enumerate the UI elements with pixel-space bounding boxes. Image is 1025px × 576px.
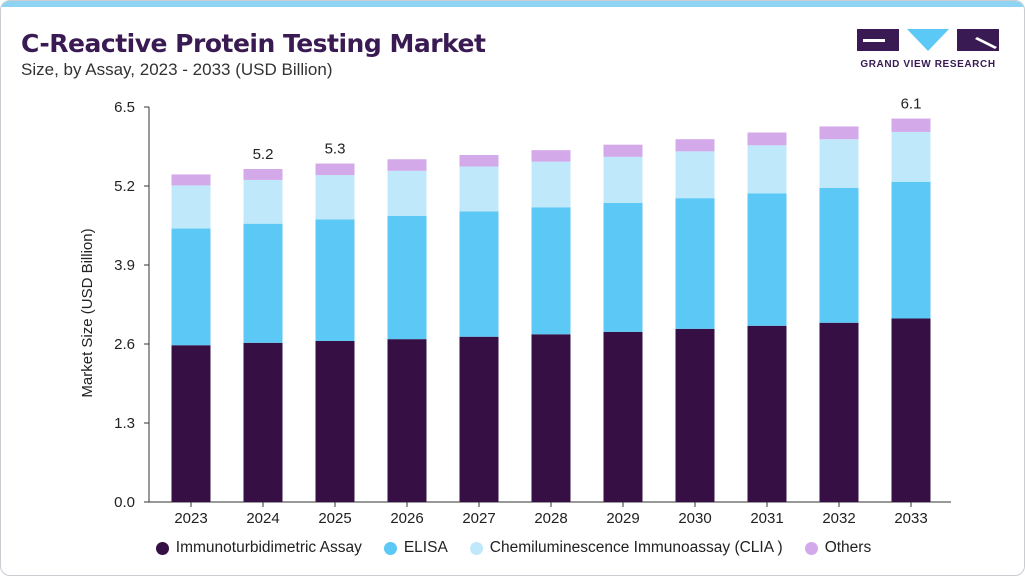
data-label: 5.2: [253, 146, 274, 163]
legend-label: Immunoturbidimetric Assay: [175, 539, 362, 556]
bar-segment-elisa: [531, 207, 571, 335]
bar-segment-elisa: [315, 219, 355, 341]
bar-segment-immunoturbidimetric-assay: [171, 345, 211, 502]
x-tick-label: 2029: [606, 510, 639, 527]
x-tick-label: 2026: [390, 510, 423, 527]
legend-label: Chemiluminescence Immunoassay (CLIA ): [489, 539, 783, 556]
bar-segment-chemiluminescence-immunoassay-clia: [243, 179, 283, 224]
bar-segment-elisa: [171, 228, 211, 346]
bar-segment-others: [675, 139, 715, 152]
legend-swatch: [804, 541, 818, 555]
legend-item: Others: [804, 539, 872, 557]
bar-segment-immunoturbidimetric-assay: [531, 334, 571, 502]
bar-segment-immunoturbidimetric-assay: [819, 322, 859, 502]
bar-segment-others: [459, 155, 499, 167]
legend: Immunoturbidimetric Assay ELISA Chemilumin…: [1, 539, 1024, 557]
bar-segment-chemiluminescence-immunoassay-clia: [675, 151, 715, 199]
bar-segment-chemiluminescence-immunoassay-clia: [603, 156, 643, 204]
y-tick-label: 3.9: [114, 257, 135, 274]
bar-segment-others: [603, 144, 643, 157]
x-tick-label: 2028: [534, 510, 567, 527]
bar-segment-elisa: [891, 181, 931, 319]
y-tick-label: 5.2: [114, 178, 135, 195]
bar-segment-others: [243, 168, 283, 180]
y-tick-label: 0.0: [114, 494, 135, 511]
gvr-logo-icon: [857, 29, 999, 51]
bar-segment-others: [891, 118, 931, 132]
logo-text: GRAND VIEW RESEARCH: [860, 59, 996, 70]
bar-segment-immunoturbidimetric-assay: [891, 318, 931, 502]
bar-segment-chemiluminescence-immunoassay-clia: [387, 170, 427, 216]
bar-segment-immunoturbidimetric-assay: [675, 328, 715, 502]
bar-segment-elisa: [459, 211, 499, 337]
x-tick-label: 2031: [750, 510, 783, 527]
legend-swatch: [383, 541, 397, 555]
legend-item: Chemiluminescence Immunoassay (CLIA ): [469, 539, 783, 557]
bar-segment-immunoturbidimetric-assay: [243, 342, 283, 502]
bar-segment-elisa: [243, 223, 283, 343]
chart-subtitle: Size, by Assay, 2023 - 2033 (USD Billion…: [21, 60, 333, 79]
bar-segment-others: [171, 174, 211, 186]
bar-segment-others: [819, 126, 859, 140]
legend-label: ELISA: [403, 539, 448, 556]
bar-segment-elisa: [675, 198, 715, 329]
bar-segment-chemiluminescence-immunoassay-clia: [819, 139, 859, 188]
bar-segment-chemiluminescence-immunoassay-clia: [315, 175, 355, 220]
x-tick-label: 2030: [678, 510, 711, 527]
data-label: 6.1: [901, 96, 922, 113]
chart-title: C-Reactive Protein Testing Market: [21, 29, 486, 58]
x-tick-label: 2023: [174, 510, 207, 527]
bar-segment-chemiluminescence-immunoassay-clia: [891, 131, 931, 182]
bar-segment-immunoturbidimetric-assay: [387, 339, 427, 502]
y-tick-label: 2.6: [114, 336, 135, 353]
labels-group: 5.2 5.3 6.1: [253, 96, 922, 163]
bar-segment-elisa: [387, 215, 427, 340]
bar-segment-others: [315, 163, 355, 176]
y-tick-label: 6.5: [114, 99, 135, 116]
bar-segment-immunoturbidimetric-assay: [747, 325, 787, 502]
legend-item: Immunoturbidimetric Assay: [155, 539, 362, 557]
bar-segment-elisa: [819, 187, 859, 323]
x-tick-label: 2033: [894, 510, 927, 527]
legend-label: Others: [824, 539, 872, 556]
x-tick-label: 2032: [822, 510, 855, 527]
bar-segment-others: [747, 132, 787, 146]
bar-segment-elisa: [603, 203, 643, 332]
bar-segment-immunoturbidimetric-assay: [315, 340, 355, 502]
legend-item: ELISA: [383, 539, 448, 557]
bar-segment-others: [531, 150, 571, 162]
y-axis-label: Market Size (USD Billion): [79, 228, 96, 397]
bars-group: [171, 118, 931, 502]
bar-segment-elisa: [747, 193, 787, 326]
legend-swatch: [469, 541, 483, 555]
bar-segment-immunoturbidimetric-assay: [459, 336, 499, 502]
data-label: 5.3: [325, 141, 346, 158]
bar-segment-immunoturbidimetric-assay: [603, 331, 643, 502]
y-tick-label: 1.3: [114, 415, 135, 432]
bar-segment-chemiluminescence-immunoassay-clia: [747, 145, 787, 194]
top-accent-bar: [1, 1, 1024, 7]
x-tick-label: 2027: [462, 510, 495, 527]
bar-segment-chemiluminescence-immunoassay-clia: [459, 166, 499, 212]
x-tick-label: 2024: [246, 510, 279, 527]
bar-segment-others: [387, 159, 427, 171]
legend-swatch: [155, 541, 169, 555]
x-tick-label: 2025: [318, 510, 351, 527]
bar-segment-chemiluminescence-immunoassay-clia: [531, 161, 571, 208]
bar-segment-chemiluminescence-immunoassay-clia: [171, 185, 211, 229]
